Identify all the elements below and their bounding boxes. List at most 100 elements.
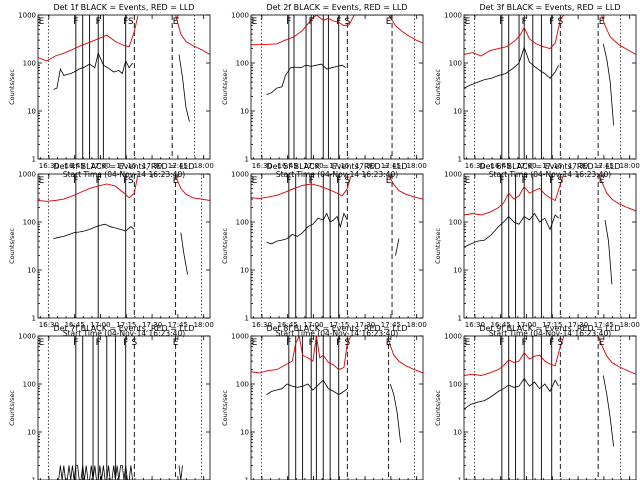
y-tick-label: 1000: [231, 333, 249, 341]
y-tick-label: 10: [27, 429, 36, 437]
x-tick-label: 18:00: [620, 321, 640, 329]
flag-letter: F: [123, 176, 128, 186]
plot-area: [464, 15, 636, 159]
y-tick-label: 100: [23, 381, 36, 389]
x-tick-label: 17:00: [516, 321, 536, 329]
panel-title: Det 4f BLACK = Events, RED = LLD: [53, 162, 194, 171]
x-tick-label: 16:30: [465, 162, 485, 170]
x-tick-label: 16:45: [278, 162, 298, 170]
x-tick-label: 16:45: [278, 321, 298, 329]
flag-letter: F: [549, 17, 554, 27]
y-tick-label: 100: [236, 60, 249, 68]
flag-letter: S: [344, 176, 350, 186]
x-tick-label: 16:30: [252, 162, 272, 170]
events-series-line: [464, 377, 559, 410]
lld-series-line: [464, 174, 565, 216]
x-tick-label: 18:00: [407, 162, 427, 170]
x-tick-label: 17:00: [303, 162, 323, 170]
x-tick-label: 17:15: [542, 162, 562, 170]
flag-letter: E: [252, 338, 258, 348]
events-series-line: [53, 223, 135, 239]
x-tick-label: 17:15: [542, 321, 562, 329]
panel-title: Det 3f BLACK = Events, RED = LLD: [479, 3, 620, 12]
y-axis-label: Counts/sec: [434, 228, 442, 264]
x-tick-label: 17:00: [90, 321, 110, 329]
panel-title: Det 5f BLACK = Events, RED = LLD: [266, 162, 407, 171]
events-series-line: [178, 54, 190, 122]
flag-letter: F: [336, 17, 341, 27]
y-tick-label: 1000: [18, 333, 36, 341]
x-tick-label: 16:30: [39, 162, 59, 170]
events-series-line: [464, 212, 559, 248]
flag-letter: S: [131, 338, 137, 348]
y-tick-label: 10: [27, 108, 36, 116]
plot-frame: [37, 173, 211, 319]
flag-letter: E: [386, 176, 392, 186]
x-tick-label: 17:30: [355, 321, 375, 329]
lld-series-line: [38, 16, 139, 62]
y-tick-label: 1: [32, 315, 36, 323]
x-axis-label: Start Time (04-Nov-14 16:23:40): [276, 329, 398, 338]
y-tick-label: 10: [27, 267, 36, 275]
y-axis-label: Counts/sec: [8, 69, 16, 105]
x-tick-label: 16:30: [39, 321, 59, 329]
flag-letter: S: [344, 17, 350, 27]
flag-letter: F: [286, 176, 291, 186]
events-series-line: [602, 375, 614, 447]
x-tick-label: 18:00: [194, 162, 214, 170]
flag-letter: F: [499, 338, 504, 348]
y-tick-label: 1: [245, 156, 249, 164]
x-axis-label: Start Time (04-Nov-14 16:23:40): [489, 170, 611, 179]
lld-series-line: [601, 15, 636, 55]
y-axis-label: Counts/sec: [221, 228, 229, 264]
flag-letter: E: [465, 338, 471, 348]
y-tick-label: 1: [458, 477, 462, 480]
flag-letter: F: [309, 176, 314, 186]
y-tick-label: 10: [240, 429, 249, 437]
x-tick-label: 17:45: [381, 162, 401, 170]
x-axis-label: Start Time (04-Nov-14 16:23:40): [489, 329, 611, 338]
flag-letter: F: [522, 338, 527, 348]
events-series-line: [464, 46, 559, 89]
y-tick-label: 100: [449, 219, 462, 227]
lld-series-line: [388, 340, 423, 374]
panel-title: Det 2f BLACK = Events, RED = LLD: [266, 3, 407, 12]
flag-letter: E: [39, 176, 45, 186]
flag-letter: F: [123, 338, 128, 348]
lld-series-line: [597, 174, 636, 212]
plot-frame: [37, 14, 211, 160]
plot-frame: [250, 14, 424, 160]
x-tick-label: 16:30: [252, 321, 272, 329]
flag-letter: F: [522, 176, 527, 186]
y-axis-label: Counts/sec: [8, 390, 16, 426]
x-tick-label: 17:45: [594, 162, 614, 170]
plot-area: [251, 336, 423, 480]
x-tick-label: 17:15: [329, 321, 349, 329]
plot-area: [464, 174, 636, 318]
flag-letter: E: [386, 338, 392, 348]
lld-series-line: [38, 175, 139, 202]
y-axis-label: Counts/sec: [8, 228, 16, 264]
x-tick-label: 18:00: [194, 321, 214, 329]
plot-frame: [463, 14, 637, 160]
plot-area: [47, 336, 202, 480]
x-axis-label: Start Time (04-Nov-14 16:23:40): [63, 170, 185, 179]
flag-letter: E: [252, 17, 258, 27]
x-tick-label: 17:30: [142, 162, 162, 170]
y-tick-label: 1000: [444, 12, 462, 20]
x-tick-label: 17:30: [355, 162, 375, 170]
x-tick-label: 17:15: [116, 321, 136, 329]
lld-series-line: [464, 15, 565, 57]
detector-panel-8: Det 8f BLACK = Events, RED = LLDEFFFSE16…: [221, 324, 424, 480]
y-tick-label: 1000: [18, 171, 36, 179]
detector-panel-7: Det 7f BLACK = Events, RED = LLDEFFFSE16…: [8, 324, 211, 480]
plot-area: [38, 174, 210, 318]
x-axis-label: Start Time (04-Nov-14 16:23:40): [63, 329, 185, 338]
flag-letter: E: [599, 17, 605, 27]
panel-title: Det 9f BLACK = Events, RED = LLD: [479, 324, 620, 333]
flag-letter: E: [465, 176, 471, 186]
flag-letter: F: [96, 338, 101, 348]
panel-title: Det 1f BLACK = Events, RED = LLD: [53, 3, 194, 12]
